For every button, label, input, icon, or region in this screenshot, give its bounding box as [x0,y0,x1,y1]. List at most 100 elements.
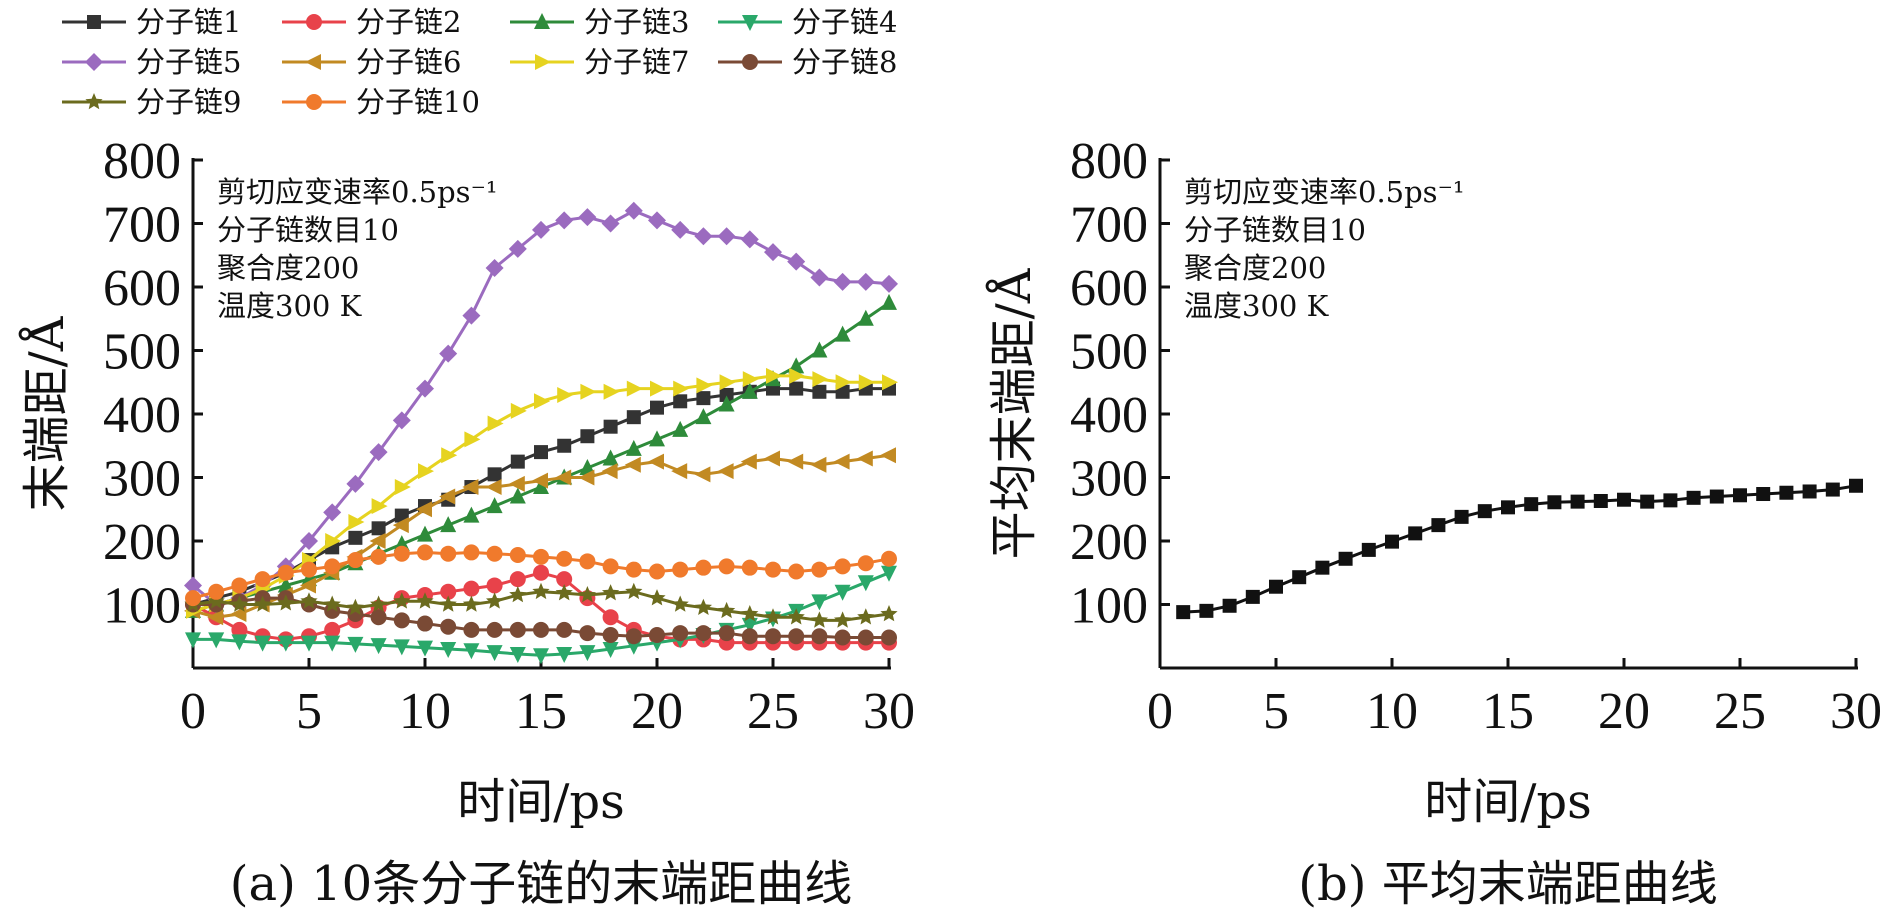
legend-swatch-marker [742,15,758,31]
data-point [696,377,713,394]
data-point [393,545,410,562]
legend-item: 分子链1 [62,5,241,39]
annotation-line: 聚合度200 [1184,251,1326,285]
panel-b: 0 5 10 15 20 25 30 100 200 300 400 500 600 700 800 时间/p… [985,133,1882,912]
data-point [787,252,806,271]
data-point [509,546,526,563]
data-point [417,640,433,657]
data-point [439,488,456,505]
y-tick-label: 600 [103,260,181,317]
data-point [1338,551,1353,566]
data-point [533,648,549,665]
data-point [857,575,874,592]
data-point [602,626,619,643]
legend-label: 分子链10 [356,85,480,119]
data-point [1756,487,1771,502]
data-point [486,577,503,594]
data-point [812,371,829,388]
data-point [393,639,410,656]
x-tick-label: 25 [747,683,799,740]
data-point [417,544,433,561]
data-point [1547,495,1562,510]
data-point [1617,492,1631,507]
data-point [509,487,526,504]
data-point [532,472,548,489]
data-point [810,268,829,287]
data-point [485,258,504,277]
data-point [393,612,410,629]
data-point [1733,488,1747,503]
data-point [1176,605,1191,620]
data-point [440,545,457,562]
data-point [811,628,828,645]
data-point [1245,589,1260,604]
data-point [741,382,758,399]
data-point [1199,603,1214,618]
data-point [1454,509,1469,524]
x-tick-label: 0 [1147,683,1173,740]
data-point [578,586,596,603]
data-point [231,634,248,651]
data-point [856,450,873,467]
data-point [1570,494,1585,509]
data-point [394,479,411,496]
legend-swatch-marker [85,53,103,71]
data-point [718,625,735,642]
data-point [208,632,225,649]
data-point [324,621,341,638]
data-point [418,463,434,480]
data-point [673,380,690,397]
annotation-line: 温度300 K [217,289,363,323]
data-point [556,550,573,567]
data-point [533,564,549,581]
data-point [277,635,294,652]
data-point [323,503,342,522]
panel-caption: (b) 平均末端距曲线 [1298,856,1717,912]
data-point [556,621,573,638]
data-point [789,381,804,396]
data-point [603,383,620,400]
legend-label: 分子链1 [136,5,241,39]
y-tick-label: 700 [1070,197,1148,254]
data-point [440,641,457,658]
data-point [1663,493,1678,508]
data-point [765,561,781,578]
legend-label: 分子链7 [584,45,689,79]
data-point [463,580,480,597]
data-point [578,469,595,486]
data-point [532,582,550,600]
data-point [648,211,666,230]
data-point [416,501,432,518]
data-point [369,443,388,462]
x-tick-label: 5 [296,683,322,740]
data-point [810,456,827,473]
legend-item: 分子链2 [282,5,461,39]
legend-a: 分子链1 分子链2 分子链3 分子链4 分子链5 分子链6 分子链7 分子链8 分子链9 分子链1… [62,5,897,119]
data-point [346,474,365,493]
data-point [207,609,224,626]
y-tick-label: 500 [1070,324,1148,381]
annotation-line: 分子链数目10 [1184,213,1366,247]
data-point [277,564,294,581]
data-point [624,201,643,220]
data-point [1593,493,1608,508]
data-point [741,559,758,576]
data-point [184,576,202,595]
data-point [695,408,712,425]
y-tick-label: 500 [103,324,181,381]
data-point [1361,542,1376,557]
x-tick-label: 15 [1482,683,1534,740]
data-point [787,608,805,625]
data-point [764,243,782,262]
data-point [325,533,342,549]
data-point [254,571,271,588]
x-tick-label: 10 [399,683,451,740]
data-point [788,563,805,580]
data-point [649,563,665,580]
data-point [625,561,642,578]
data-point [463,621,480,638]
data-point [463,506,480,523]
y-tick-label: 800 [103,133,181,190]
data-point [833,453,850,470]
data-point [834,629,851,646]
